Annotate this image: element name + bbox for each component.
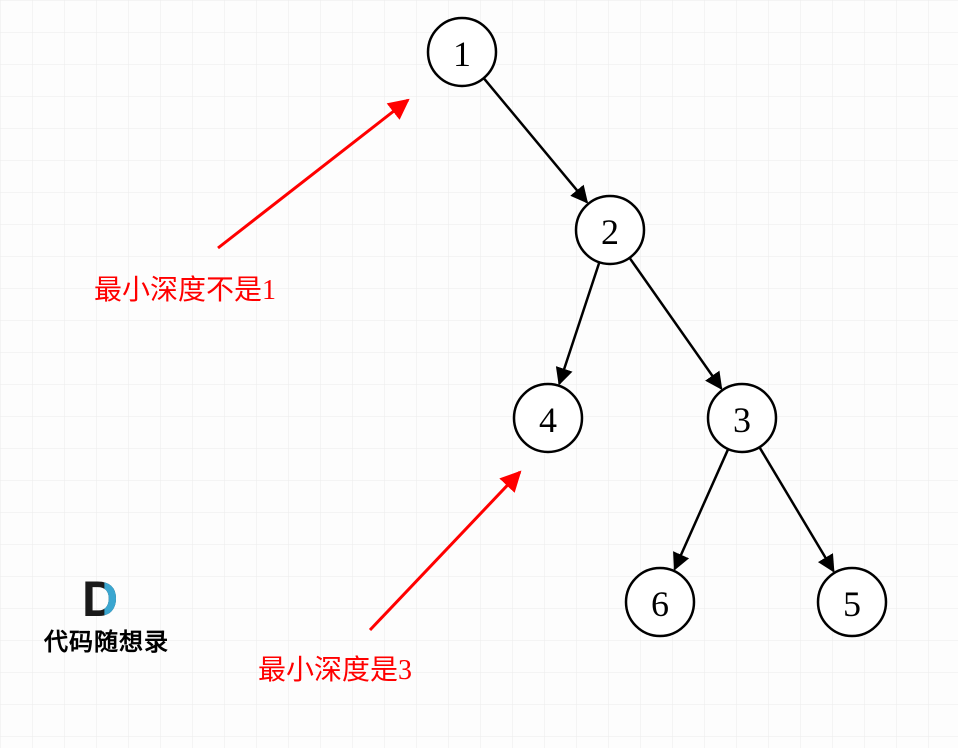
- tree-node: 2: [576, 196, 644, 264]
- annotation-arrows-layer: [218, 100, 520, 630]
- tree-edge: [559, 262, 599, 384]
- annotation-arrow: [370, 472, 520, 630]
- tree-edge: [759, 447, 833, 571]
- annotation-arrow: [218, 100, 408, 248]
- tree-node: 6: [626, 568, 694, 636]
- node-label: 6: [651, 584, 669, 624]
- tree-edge: [630, 258, 722, 389]
- tree-node: 5: [818, 568, 886, 636]
- tree-node: 4: [514, 384, 582, 452]
- node-label: 1: [453, 34, 471, 74]
- tree-node: 1: [428, 18, 496, 86]
- node-label: 5: [843, 584, 861, 624]
- node-label: 4: [539, 400, 557, 440]
- node-label: 2: [601, 212, 619, 252]
- node-label: 3: [733, 400, 751, 440]
- annotation-min-depth-not-1: 最小深度不是1: [94, 268, 276, 308]
- logo-block: D D 代码随想录: [44, 570, 184, 657]
- tree-edge: [675, 449, 729, 569]
- tree-node: 3: [708, 384, 776, 452]
- logo-d-icon: D D: [82, 570, 118, 628]
- edges-layer: [484, 78, 834, 571]
- diagram-canvas: 1 2 4 3 6 5 最小深度不是1 最小深度是3 D D 代码随想录: [0, 0, 958, 748]
- tree-edge: [484, 78, 587, 202]
- annotation-min-depth-is-3: 最小深度是3: [258, 648, 412, 688]
